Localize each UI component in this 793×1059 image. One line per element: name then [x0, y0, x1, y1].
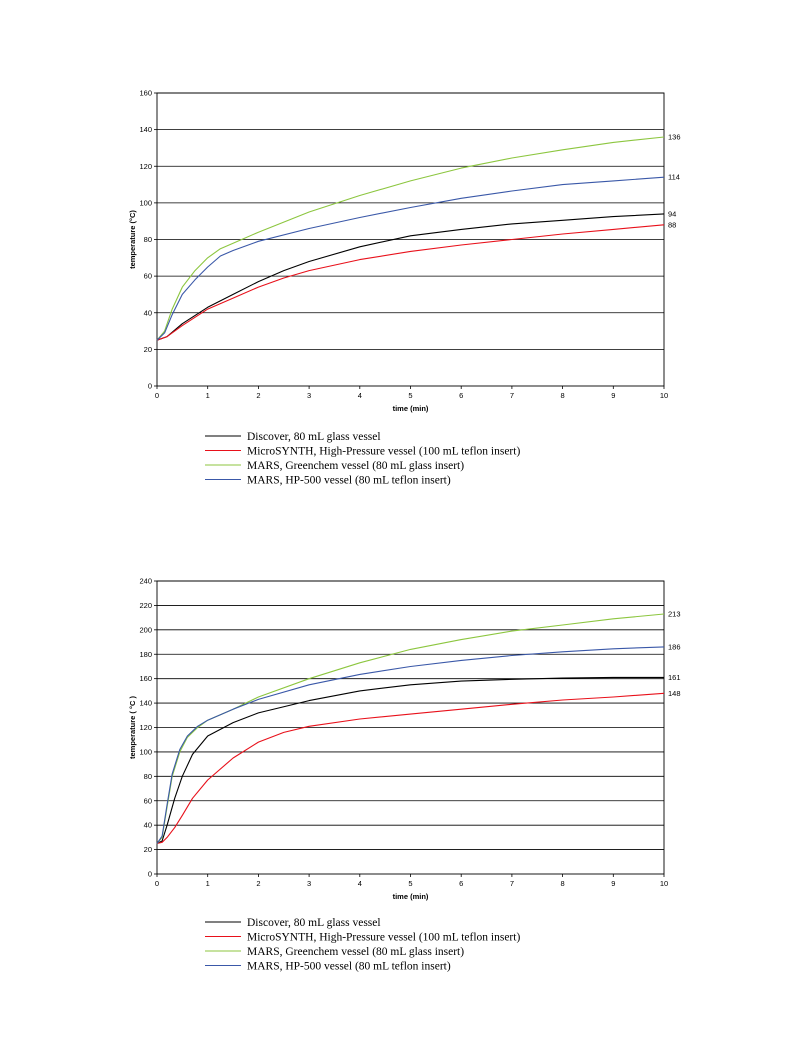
legend-entry: MARS, Greenchem vessel (80 mL glass inse… — [247, 946, 464, 958]
x-tick-label: 0 — [155, 879, 159, 888]
y-tick-label: 60 — [144, 796, 152, 805]
y-tick-label: 20 — [144, 345, 152, 354]
plot-frame — [156, 580, 665, 875]
x-tick-label: 4 — [358, 391, 362, 400]
series-end-label: 161 — [668, 673, 681, 682]
y-tick-label: 200 — [139, 625, 152, 634]
x-tick-label: 4 — [358, 879, 362, 888]
legend-entry: MARS, HP-500 vessel (80 mL teflon insert… — [247, 475, 451, 487]
y-tick-label: 160 — [139, 89, 152, 98]
series-line-4 — [156, 176, 665, 341]
y-tick-label: 0 — [148, 870, 152, 879]
series-end-label: 88 — [668, 220, 676, 229]
series-end-label: 136 — [668, 132, 681, 141]
y-axis-title: temperature ( °C ) — [128, 695, 137, 759]
x-tick-label: 7 — [510, 879, 514, 888]
series-line-1 — [156, 213, 665, 341]
chart-2: 0 20 40 60 80 100 120 140 160 180 200 220 240 0 1 2 3 4 5 6… — [128, 577, 681, 973]
series-line-4 — [156, 646, 665, 844]
x-tick-label: 10 — [660, 879, 668, 888]
series-line-2 — [156, 224, 665, 341]
series-end-label: 148 — [668, 689, 681, 698]
x-tick-label: 2 — [256, 391, 260, 400]
y-tick-label: 100 — [139, 198, 152, 207]
plot-frame — [156, 92, 665, 387]
y-tick-label: 0 — [148, 382, 152, 391]
x-tick-label: 3 — [307, 391, 311, 400]
x-tick-label: 5 — [408, 391, 412, 400]
y-tick-label: 80 — [144, 235, 152, 244]
x-tick-label: 6 — [459, 879, 463, 888]
series-line-3 — [156, 613, 665, 844]
y-tick-label: 120 — [139, 162, 152, 171]
x-tick-label: 8 — [561, 879, 565, 888]
x-tick-label: 6 — [459, 391, 463, 400]
series-line-2 — [156, 692, 665, 845]
x-tick-label: 0 — [155, 391, 159, 400]
x-tick-label: 1 — [206, 879, 210, 888]
x-axis-title: time (min) — [393, 404, 429, 413]
legend: Discover, 80 mL glass vessel MicroSYNTH, … — [205, 917, 520, 973]
y-tick-label: 180 — [139, 650, 152, 659]
y-tick-label: 60 — [144, 272, 152, 281]
legend-entry: MicroSYNTH, High-Pressure vessel (100 mL… — [247, 446, 520, 458]
x-axis-title: time (min) — [393, 892, 429, 901]
y-tick-label: 160 — [139, 674, 152, 683]
legend-entry: Discover, 80 mL glass vessel — [247, 917, 381, 929]
legend: Discover, 80 mL glass vessel MicroSYNTH, … — [205, 431, 520, 487]
chart-1: 0 20 40 60 80 100 120 140 160 0 1 2 3 4 5 6 7 8 9 10 time (m… — [128, 89, 681, 487]
y-tick-label: 20 — [144, 845, 152, 854]
y-tick-label: 40 — [144, 821, 152, 830]
y-tick-label: 100 — [139, 747, 152, 756]
x-tick-label: 10 — [660, 391, 668, 400]
series-line-3 — [156, 136, 665, 341]
x-tick-label: 9 — [611, 391, 615, 400]
x-tick-label: 5 — [408, 879, 412, 888]
legend-entry: MARS, HP-500 vessel (80 mL teflon insert… — [247, 961, 451, 973]
series-end-label: 186 — [668, 642, 681, 651]
legend-entry: MARS, Greenchem vessel (80 mL glass inse… — [247, 460, 464, 472]
x-tick-label: 9 — [611, 879, 615, 888]
series-end-label: 213 — [668, 609, 681, 618]
legend-entry: MicroSYNTH, High-Pressure vessel (100 mL… — [247, 932, 520, 944]
y-tick-label: 240 — [139, 577, 152, 586]
x-tick-label: 1 — [206, 391, 210, 400]
y-tick-label: 140 — [139, 699, 152, 708]
y-tick-label: 140 — [139, 125, 152, 134]
y-tick-label: 120 — [139, 723, 152, 732]
x-tick-label: 2 — [256, 879, 260, 888]
x-tick-label: 7 — [510, 391, 514, 400]
y-tick-label: 40 — [144, 308, 152, 317]
series-line-1 — [156, 676, 664, 844]
y-axis-title: temperature (°C) — [128, 210, 137, 269]
x-tick-label: 3 — [307, 879, 311, 888]
series-end-label: 94 — [668, 209, 676, 218]
legend-entry: Discover, 80 mL glass vessel — [247, 431, 381, 443]
y-tick-label: 220 — [139, 601, 152, 610]
y-tick-label: 80 — [144, 772, 152, 781]
x-tick-label: 8 — [561, 391, 565, 400]
series-end-label: 114 — [668, 173, 680, 182]
